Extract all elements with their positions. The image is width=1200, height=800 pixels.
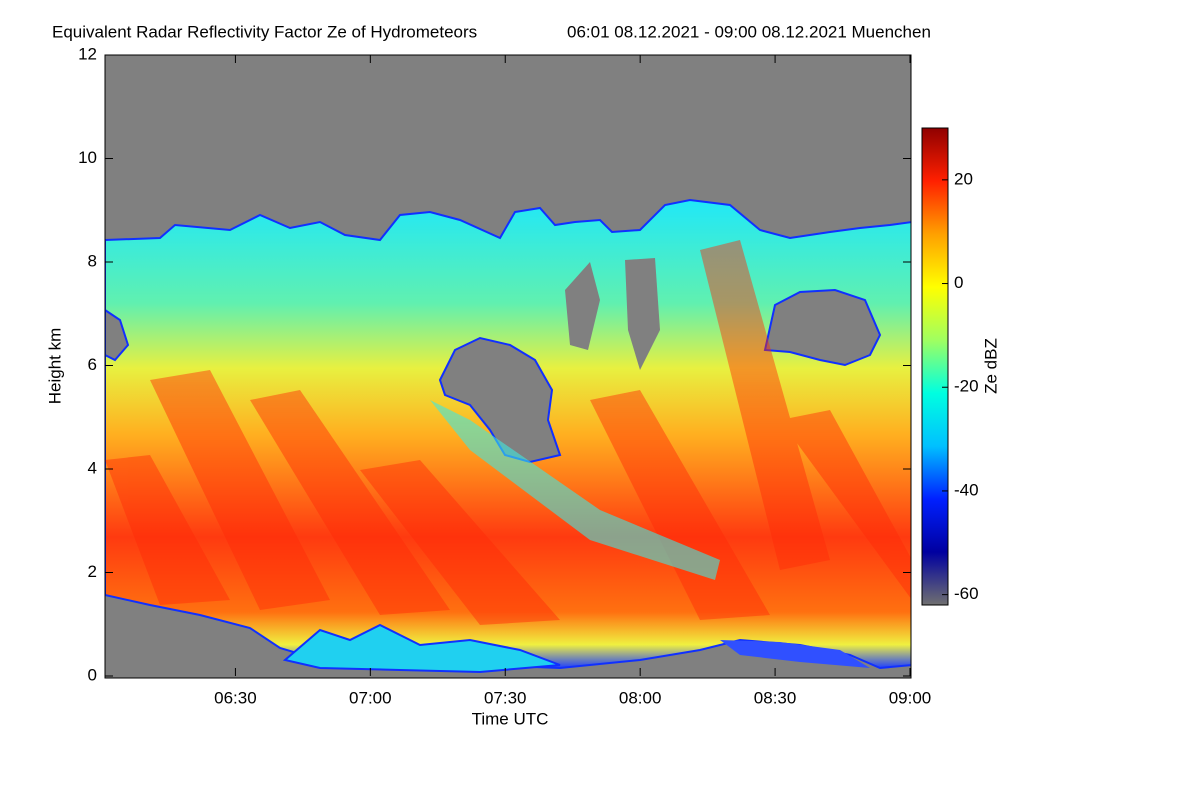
low-level-fringe [720,640,870,668]
echo-hole [105,308,130,362]
x-tick-label: 09:00 [889,688,932,707]
echo-hole [565,262,600,350]
colorbar-tick-label: -60 [954,584,979,603]
y-axis-label: Height km [45,328,64,405]
x-tick-label: 08:30 [754,688,797,707]
reflectivity-field [105,55,911,678]
y-tick-label: 12 [78,44,97,63]
echo-hole [438,336,562,464]
y-tick-label: 6 [88,355,97,374]
echo-hole [625,258,660,370]
colorbar-label: Ze dBZ [981,338,1000,394]
x-tick-label: 08:00 [619,688,662,707]
chart-title: Equivalent Radar Reflectivity Factor Ze … [52,22,477,41]
streaks [105,240,911,625]
y-tick-label: 8 [88,251,97,270]
x-axis-label: Time UTC [472,709,549,728]
y-tick-label: 2 [88,562,97,581]
x-tick-label: 06:30 [214,688,257,707]
colorbar-tick-label: -40 [954,480,979,499]
x-tick-label: 07:00 [349,688,392,707]
colorbar-tick-label: -20 [954,377,979,396]
x-tick-label: 07:30 [484,688,527,707]
colorbar-tick-label: 20 [954,169,973,188]
y-tick-label: 4 [88,458,97,477]
echo-hole [763,288,882,367]
colorbar [921,127,949,606]
plot-frame [104,54,912,679]
chart-subtitle: 06:01 08.12.2021 - 09:00 08.12.2021 Muen… [567,22,931,41]
y-tick-label: 0 [88,665,97,684]
streak-cyan [430,400,720,580]
low-level-fringe [282,623,561,674]
colorbar-tick-label: 0 [954,273,963,292]
y-tick-label: 10 [78,148,97,167]
